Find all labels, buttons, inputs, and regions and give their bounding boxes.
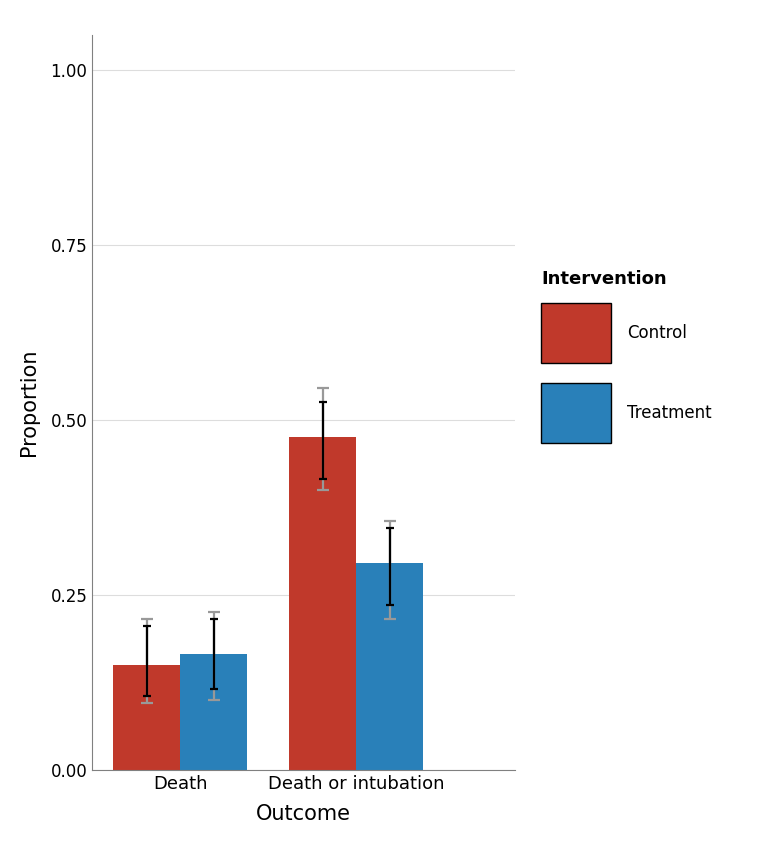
Bar <box>290 437 356 770</box>
Text: Intervention: Intervention <box>541 270 667 288</box>
FancyBboxPatch shape <box>541 303 611 363</box>
Y-axis label: Proportion: Proportion <box>19 349 39 456</box>
Text: Control: Control <box>627 324 687 342</box>
X-axis label: Outcome: Outcome <box>256 804 351 823</box>
FancyBboxPatch shape <box>541 382 611 443</box>
Bar <box>114 665 180 770</box>
Bar <box>180 654 247 770</box>
Bar <box>356 563 423 770</box>
Text: Treatment: Treatment <box>627 404 711 422</box>
